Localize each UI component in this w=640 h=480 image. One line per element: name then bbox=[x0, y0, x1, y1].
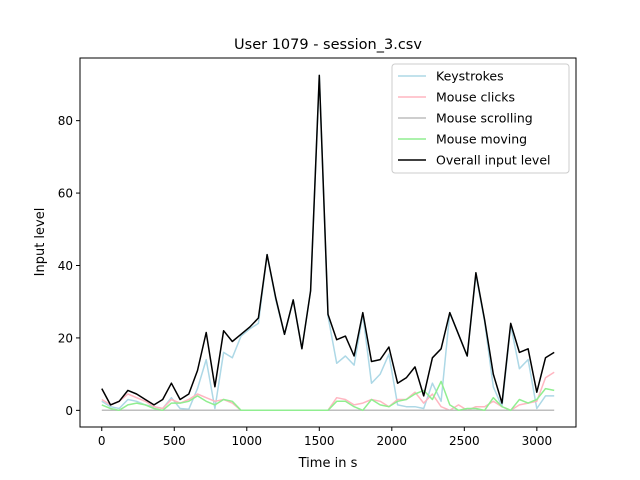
x-tick-label: 0 bbox=[98, 434, 106, 448]
y-tick-label: 80 bbox=[58, 114, 73, 128]
y-tick-label: 60 bbox=[58, 187, 73, 201]
y-tick-label: 20 bbox=[58, 331, 73, 345]
legend: Keystrokes Mouse clicks Mouse scrolling Mou… bbox=[391, 63, 570, 174]
x-tick-label: 2500 bbox=[449, 434, 480, 448]
legend-label-mouse-scrolling: Mouse scrolling bbox=[436, 111, 533, 126]
legend-box bbox=[391, 63, 570, 174]
x-tick-label: 1500 bbox=[304, 434, 335, 448]
legend-label-mouse-clicks: Mouse clicks bbox=[436, 90, 515, 105]
x-tick-label: 1000 bbox=[232, 434, 263, 448]
series-line-overall-input-level bbox=[101, 74, 555, 406]
x-axis: 0 500 1000 1500 2000 2500 3000 bbox=[98, 427, 552, 448]
x-axis-label: Time in s bbox=[298, 456, 358, 471]
legend-label-mouse-moving: Mouse moving bbox=[436, 132, 527, 147]
plot-area-frame bbox=[79, 57, 577, 428]
y-axis: 0 20 40 60 80 bbox=[58, 114, 80, 418]
series-layer bbox=[101, 74, 555, 412]
x-tick-label: 500 bbox=[163, 434, 186, 448]
series-line-mouse-moving bbox=[101, 380, 555, 412]
x-tick-label: 2000 bbox=[377, 434, 408, 448]
legend-label-keystrokes: Keystrokes bbox=[436, 69, 504, 84]
chart-title: User 1079 - session_3.csv bbox=[234, 37, 422, 53]
y-tick-label: 40 bbox=[58, 259, 73, 273]
x-tick-label: 3000 bbox=[522, 434, 553, 448]
y-axis-label: Input level bbox=[33, 208, 48, 277]
legend-label-overall-input-level: Overall input level bbox=[436, 153, 551, 168]
y-tick-label: 0 bbox=[65, 404, 73, 418]
